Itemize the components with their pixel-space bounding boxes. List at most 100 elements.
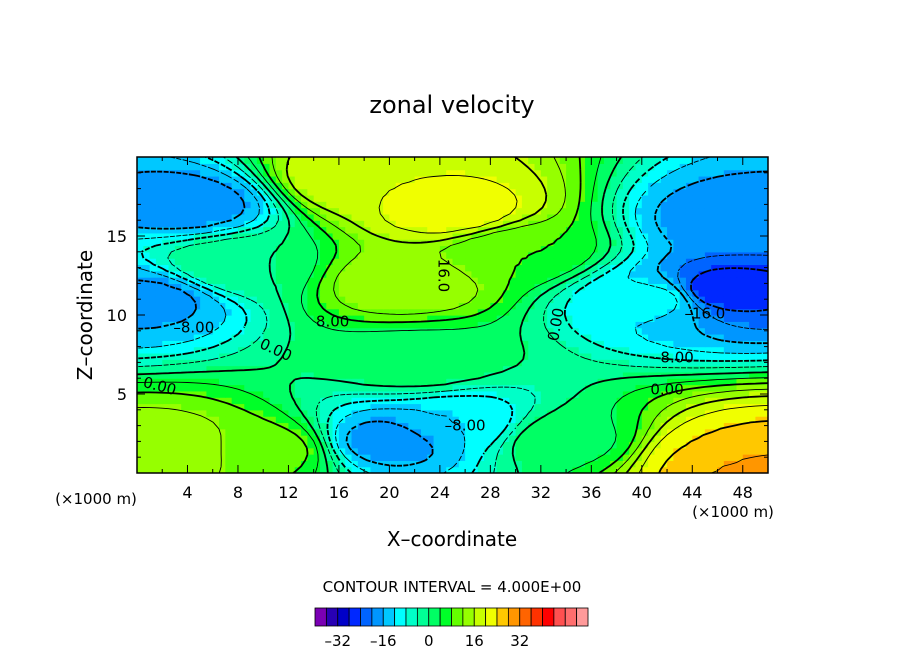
field-cell xyxy=(269,201,277,209)
field-cell xyxy=(256,409,264,417)
field-cell xyxy=(629,296,637,303)
field-cell xyxy=(578,315,586,322)
field-cell xyxy=(395,226,403,234)
field-cell xyxy=(452,352,460,360)
field-cell xyxy=(490,390,498,398)
field-cell xyxy=(736,188,744,196)
field-cell xyxy=(515,201,523,209)
field-cell xyxy=(187,270,195,278)
field-cell xyxy=(162,447,170,455)
field-cell xyxy=(452,454,460,461)
field-cell xyxy=(288,435,296,442)
field-cell xyxy=(187,277,195,284)
field-cell xyxy=(275,340,283,348)
field-cell xyxy=(200,428,208,436)
field-cell xyxy=(256,397,264,405)
field-cell xyxy=(206,422,214,430)
field-cell xyxy=(395,245,403,253)
field-cell xyxy=(591,409,599,417)
field-cell xyxy=(755,409,763,417)
field-cell xyxy=(496,182,504,190)
field-cell xyxy=(685,283,693,291)
field-cell xyxy=(509,352,517,360)
field-cell xyxy=(654,213,662,221)
field-cell xyxy=(446,201,454,209)
field-cell xyxy=(641,232,649,240)
field-cell xyxy=(509,384,517,392)
field-cell xyxy=(408,169,416,177)
field-cell xyxy=(137,163,144,171)
field-cell xyxy=(711,308,719,316)
field-cell xyxy=(193,333,201,341)
field-cell xyxy=(137,428,144,436)
field-cell xyxy=(622,277,630,284)
field-cell xyxy=(667,352,674,360)
field-cell xyxy=(742,416,750,424)
field-cell xyxy=(181,175,189,183)
field-cell xyxy=(723,182,731,190)
field-cell xyxy=(332,232,340,240)
field-cell xyxy=(256,239,264,247)
field-cell xyxy=(439,390,447,398)
field-cell xyxy=(301,207,308,215)
field-cell xyxy=(458,441,466,449)
field-cell xyxy=(395,378,403,386)
field-cell xyxy=(635,220,643,228)
field-cell xyxy=(458,239,466,247)
field-cell xyxy=(155,239,163,247)
field-cell xyxy=(477,321,485,329)
field-cell xyxy=(263,340,271,348)
field-cell xyxy=(364,277,372,284)
field-cell xyxy=(679,289,687,297)
field-cell xyxy=(414,447,422,455)
field-cell xyxy=(484,245,491,253)
field-cell xyxy=(465,239,473,247)
field-cell xyxy=(616,447,624,455)
field-cell xyxy=(263,220,271,228)
field-cell xyxy=(736,352,744,360)
field-cell xyxy=(370,201,378,209)
field-cell xyxy=(730,245,738,253)
field-cell xyxy=(566,239,573,247)
field-cell xyxy=(540,371,548,379)
field-cell xyxy=(155,422,163,430)
field-cell xyxy=(578,213,586,221)
field-cell xyxy=(496,466,504,473)
field-cell xyxy=(723,201,731,209)
field-cell xyxy=(332,378,340,386)
field-cell xyxy=(408,403,416,411)
field-cell xyxy=(717,175,725,183)
field-cell xyxy=(383,201,390,209)
field-cell xyxy=(597,466,605,473)
field-cell xyxy=(294,390,302,398)
field-cell xyxy=(168,245,176,253)
field-cell xyxy=(313,466,321,473)
field-cell xyxy=(578,428,586,436)
field-cell xyxy=(711,264,719,272)
field-cell xyxy=(566,315,573,322)
field-cell xyxy=(717,371,725,379)
field-cell xyxy=(553,409,561,417)
field-cell xyxy=(408,371,416,379)
field-cell xyxy=(540,251,548,259)
field-cell xyxy=(465,422,473,430)
field-cell xyxy=(547,175,555,183)
field-cell xyxy=(496,163,504,171)
field-cell xyxy=(389,365,397,373)
field-cell xyxy=(572,169,580,177)
field-cell xyxy=(452,327,460,335)
field-cell xyxy=(137,371,144,379)
field-cell xyxy=(269,378,277,386)
field-cell xyxy=(212,340,220,348)
field-cell xyxy=(660,315,668,322)
field-cell xyxy=(465,454,473,461)
field-cell xyxy=(364,264,372,272)
field-cell xyxy=(755,220,763,228)
field-cell xyxy=(679,447,687,455)
field-cell xyxy=(667,435,674,442)
field-cell xyxy=(338,302,346,310)
field-cell xyxy=(294,308,302,316)
field-cell xyxy=(200,359,208,367)
field-cell xyxy=(250,163,258,171)
field-cell xyxy=(704,321,712,329)
